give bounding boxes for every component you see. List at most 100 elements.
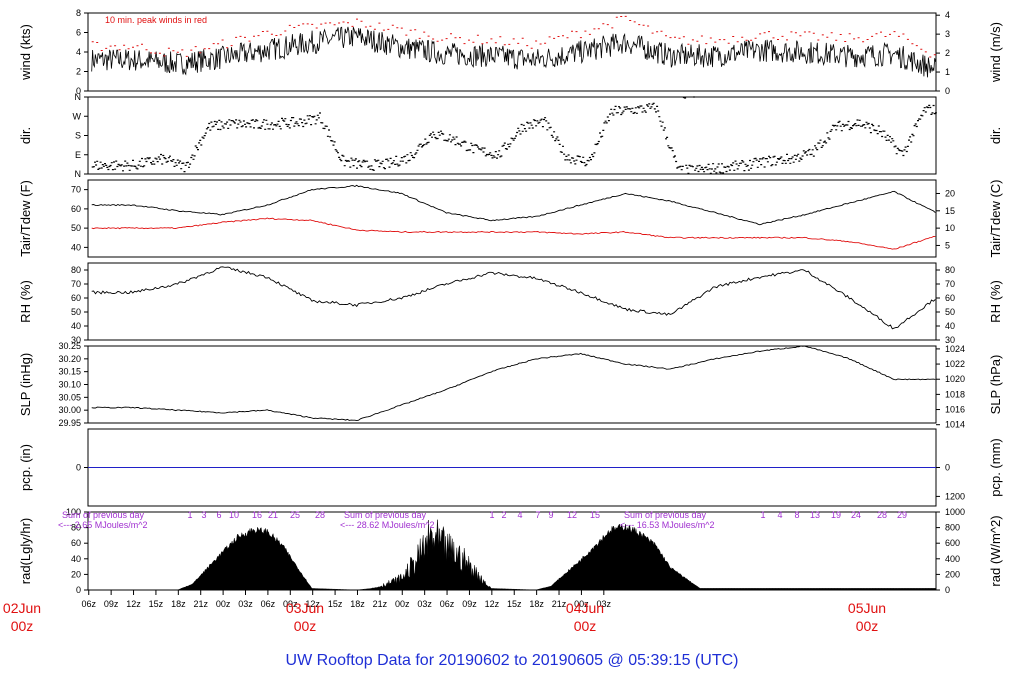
ytick-label-left: 0 [76,585,81,595]
xtick-label: 18z [171,599,186,609]
solar-top-tick-label: 6 [216,510,221,520]
solar-top-tick-label: 13 [810,510,820,520]
solar-note-label: Sum of previous day [624,510,707,520]
xtick-label: 09z [283,599,298,609]
ylabel-right: SLP (hPa) [988,355,1003,415]
ytick-label-left: 2 [76,67,81,77]
solar-top-tick-label: 12 [567,510,577,520]
ytick-label-left: 50 [71,223,81,233]
ylabel-right: RH (%) [988,280,1003,323]
panel-frame-2 [87,179,937,258]
ytick-label-right: 600 [945,538,960,548]
ylabel-right: dir. [988,127,1003,144]
panel-frame-1 [87,96,937,175]
xtick-label: 09z [104,599,119,609]
ytick-label-right: 1 [945,67,950,77]
date-time-label: 00z [856,618,879,634]
solar-top-tick-label: 1 [187,510,192,520]
xtick-label: 15z [507,599,522,609]
xtick-label: 15z [149,599,164,609]
date-label: 03Jun [286,600,324,616]
page-title: UW Rooftop Data for 20190602 to 20190605… [286,652,739,669]
xtick-label: 12z [485,599,500,609]
ytick-label-right: 1014 [945,420,965,430]
ytick-label-right: 800 [945,523,960,533]
date-label: 04Jun [566,600,604,616]
ytick-label-left: 60 [71,538,81,548]
ytick-label-left: 70 [71,279,81,289]
solar-note-label: Sum of previous day [344,510,427,520]
ytick-label-left: 29.95 [58,418,81,428]
xtick-label: 00z [216,599,231,609]
ytick-label-left: 60 [71,293,81,303]
solar-top-tick-label: 1 [760,510,765,520]
xtick-label: 21z [552,599,567,609]
date-label: 05Jun [848,600,886,616]
ytick-label-right: 1200 [945,491,965,501]
ytick-label-left: 4 [76,47,81,57]
ytick-label-right: 20 [945,188,955,198]
solar-top-tick-label: 28 [315,510,325,520]
ytick-label-left: 0 [76,86,81,96]
ytick-label-right: 15 [945,206,955,216]
ytick-label-left: S [75,131,81,141]
xtick-label: 12z [126,599,141,609]
solar-note-value: <--- 2.65 MJoules/m^2 [58,520,148,530]
ytick-label-left: 80 [71,265,81,275]
ytick-label-left: 30 [71,335,81,345]
ylabel-right: pcp. (mm) [988,438,1003,497]
ytick-label-left: 40 [71,242,81,252]
xtick-label: 06z [440,599,455,609]
solar-area [91,519,937,591]
dewpoint-line [91,217,936,250]
solar-top-tick-label: 25 [290,510,300,520]
xtick-label: 21z [373,599,388,609]
ytick-label-left: 70 [71,185,81,195]
ytick-label-left: 30.15 [58,367,81,377]
ytick-label-left: E [75,150,81,160]
xtick-label: 18z [350,599,365,609]
xtick-label: 09z [462,599,477,609]
ytick-label-right: 0 [945,585,950,595]
solar-top-tick-label: 24 [851,510,861,520]
ytick-label-right: 1000 [945,507,965,517]
xtick-label: 06z [261,599,276,609]
ytick-label-right: 1020 [945,374,965,384]
ylabel-right: rad (W/m^2) [988,515,1003,586]
solar-top-tick-label: 28 [877,510,887,520]
rh-series-line [91,266,936,330]
solar-top-tick-label: 9 [548,510,553,520]
solar-top-tick-label: 15 [590,510,600,520]
solar-top-tick-label: 7 [535,510,540,520]
xtick-label: 03z [597,599,612,609]
ytick-label-left: N [75,92,82,102]
ytick-label-left: 60 [71,204,81,214]
ytick-label-left: 30.05 [58,392,81,402]
ytick-label-right: 30 [945,335,955,345]
solar-top-tick-label: 2 [501,510,506,520]
ytick-label-right: 400 [945,554,960,564]
solar-top-tick-label: 1 [489,510,494,520]
ytick-label-left: 30.25 [58,341,81,351]
ytick-label-right: 60 [945,293,955,303]
solar-note-value: <--- 28.62 MJoules/m^2 [340,520,435,530]
ytick-label-left: 50 [71,307,81,317]
slp-series-line [91,345,936,422]
solar-top-tick-label: 4 [777,510,782,520]
ytick-label-right: 1024 [945,344,965,354]
ytick-label-right: 0 [945,86,950,96]
ylabel-right: Tair/Tdew (C) [988,179,1003,257]
ytick-label-right: 1016 [945,405,965,415]
ytick-label-right: 1022 [945,359,965,369]
ytick-label-right: 4 [945,10,950,20]
date-time-label: 00z [11,618,34,634]
direction-marks [91,96,937,174]
ytick-label-right: 70 [945,279,955,289]
xtick-label: 15z [328,599,343,609]
ytick-label-right: 40 [945,321,955,331]
solar-top-tick-label: 3 [201,510,206,520]
solar-top-tick-label: 21 [268,510,278,520]
panel-frame-3 [87,262,937,341]
ytick-label-right: 3 [945,29,950,39]
